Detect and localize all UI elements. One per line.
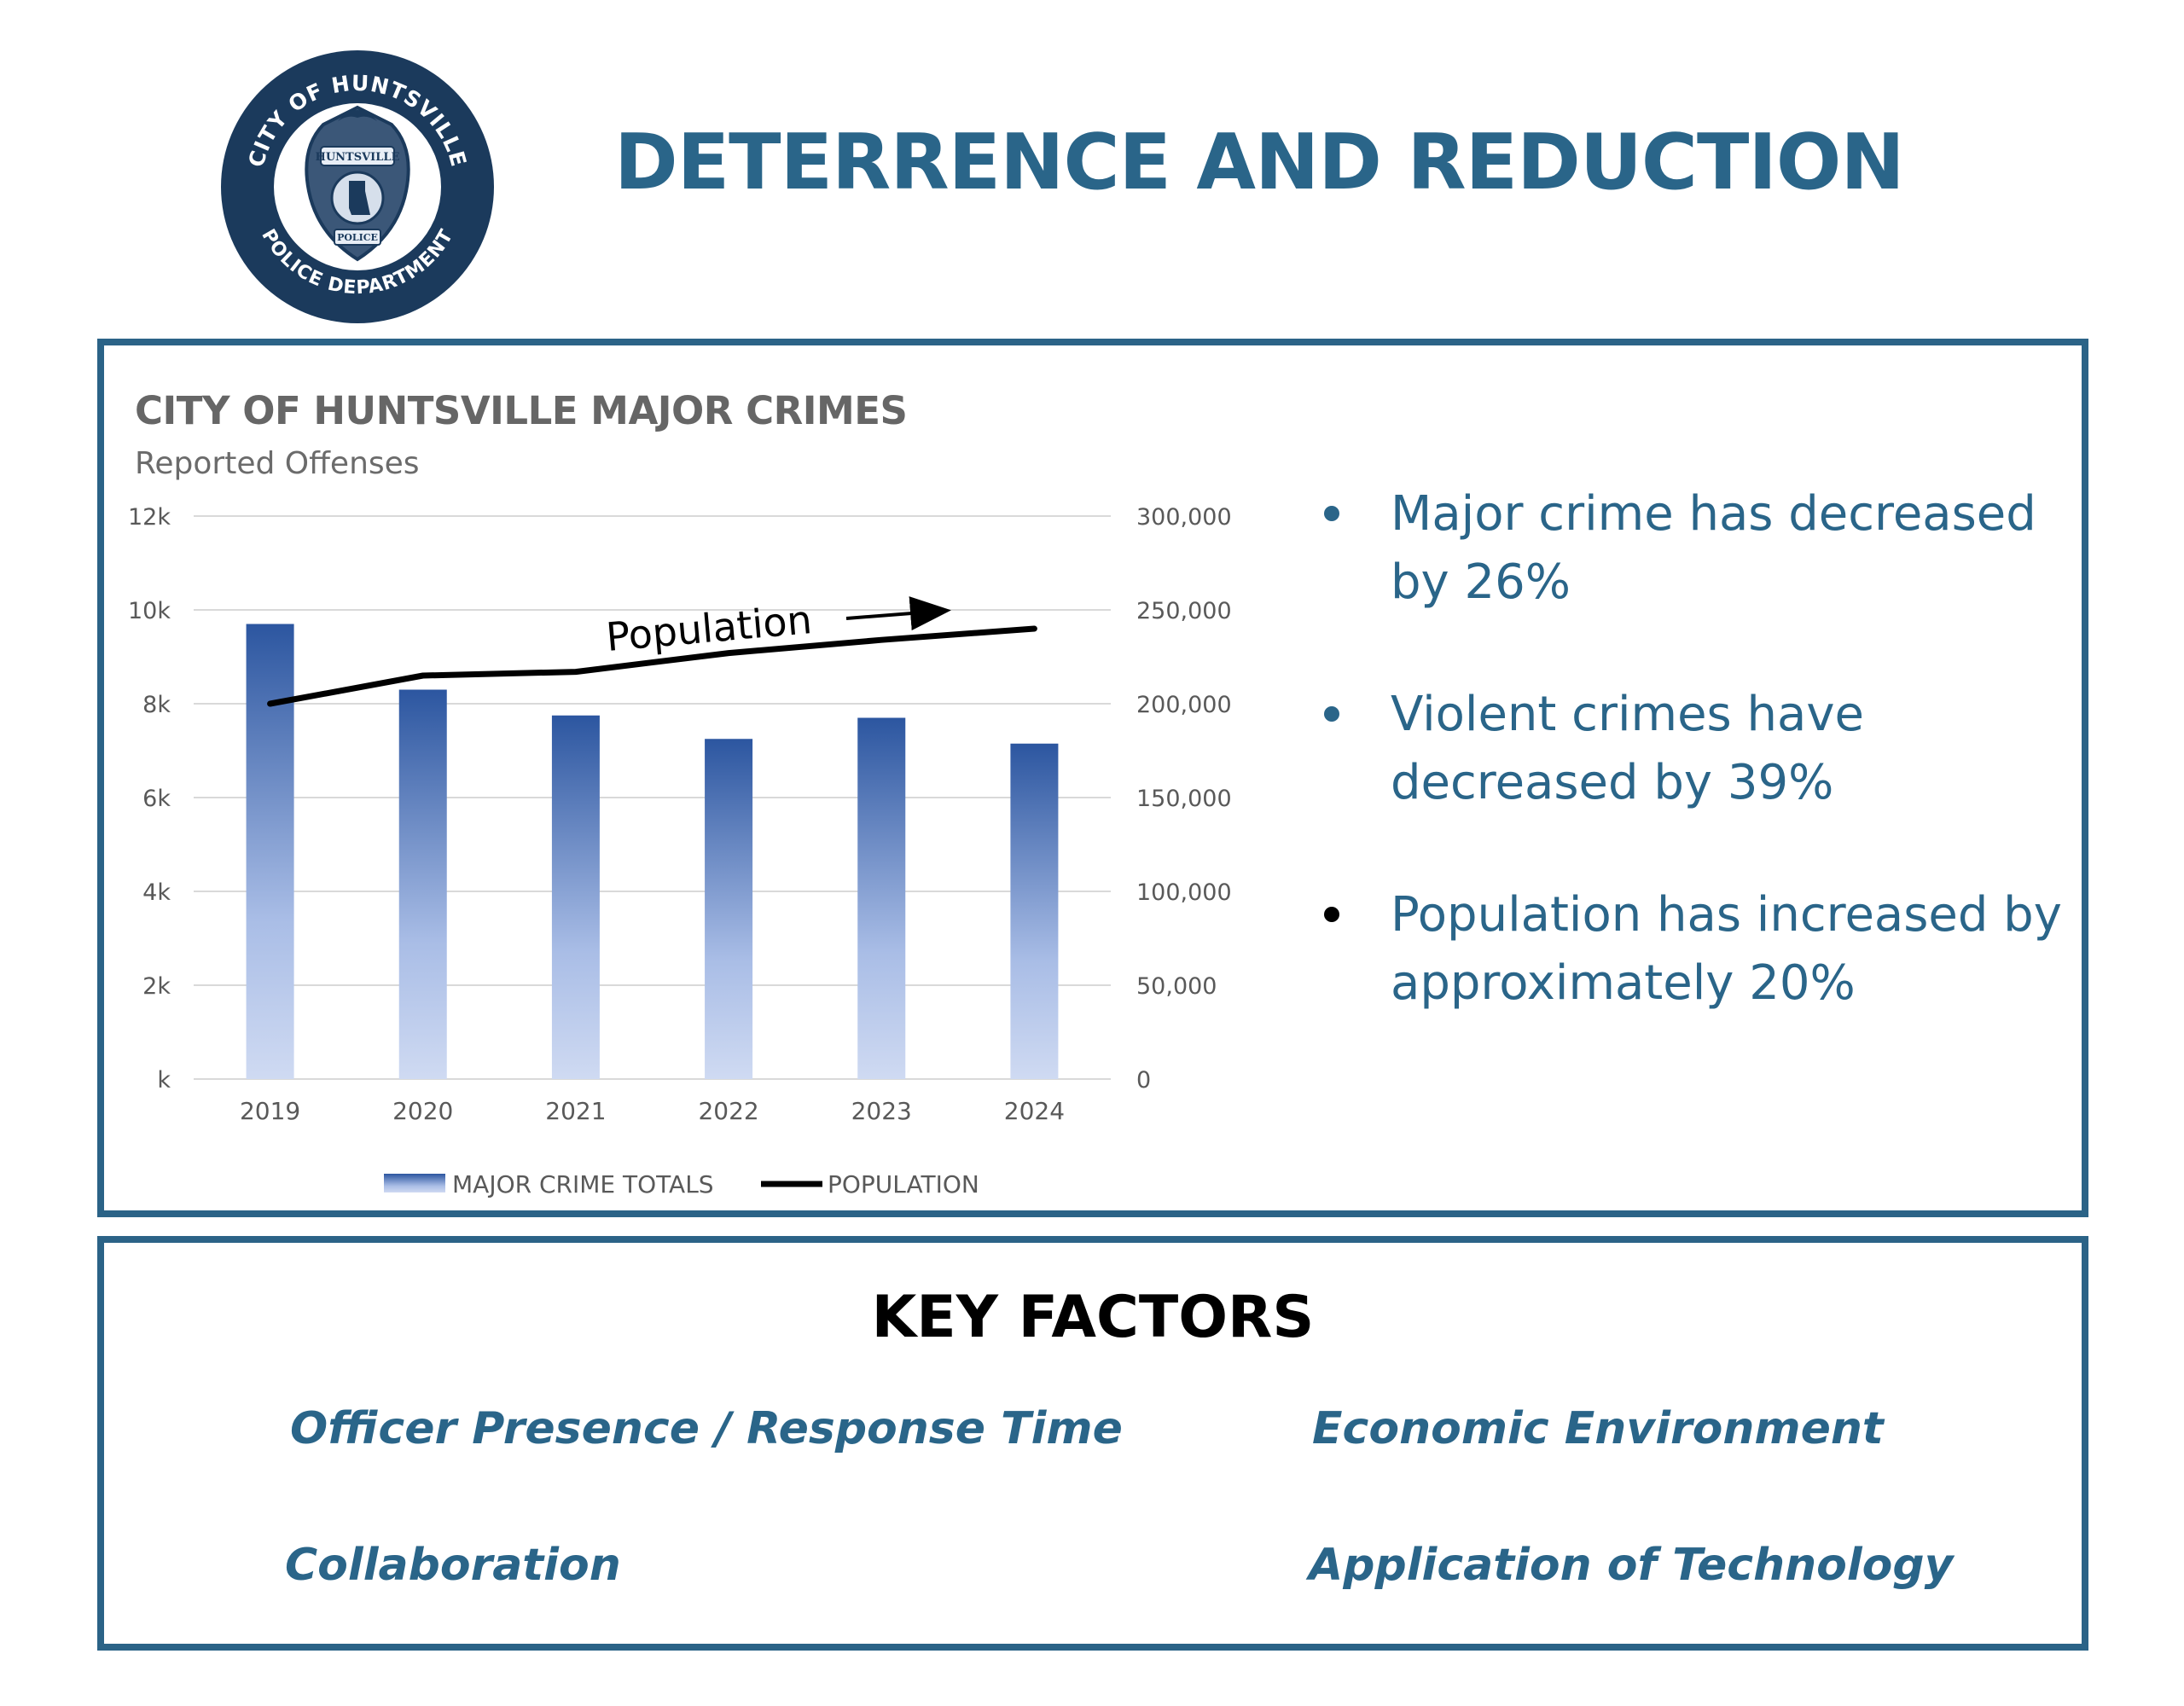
bullet-item: Violent crimes have decreased by 39% (1300, 681, 2068, 817)
legend-label: MAJOR CRIME TOTALS (452, 1170, 714, 1198)
y-left-tick-label: 2k (142, 973, 171, 1000)
bar (705, 739, 753, 1079)
chart-panel: CITY OF HUNTSVILLE MAJOR CRIMES Reported… (97, 339, 2088, 1217)
key-factors-title: KEY FACTORS (871, 1284, 1315, 1351)
bar (1010, 743, 1059, 1079)
bullet-item: Population has increased by approximatel… (1300, 881, 2068, 1018)
major-crimes-chart: k 2k 4k 6k 8k 10k 12k 0 50,000 100,000 150,000 200… (128, 504, 1232, 1198)
x-tick-label: 2020 (392, 1097, 453, 1125)
bullet-dot-icon (1324, 506, 1339, 521)
y-right-tick-label: 300,000 (1136, 504, 1232, 531)
svg-text:POLICE: POLICE (337, 232, 378, 243)
chart-bars (246, 624, 1059, 1079)
x-tick-label: 2019 (240, 1097, 300, 1125)
x-tick-label: 2021 (545, 1097, 606, 1125)
summary-bullets: Major crime has decreased by 26% Violent… (1300, 480, 2068, 1082)
x-tick-label: 2023 (851, 1097, 912, 1125)
chart-subtitle: Reported Offenses (135, 446, 420, 481)
key-factor-item: Economic Environment (1312, 1403, 1884, 1454)
population-line (267, 625, 1037, 707)
key-factor-item: Officer Presence / Response Time (290, 1403, 1123, 1454)
y-left-tick-label: 8k (142, 692, 171, 718)
chart-legend: MAJOR CRIME TOTALS POPULATION (384, 1170, 979, 1198)
y-left-tick-label: 10k (128, 598, 171, 624)
y-left-tick-label: 4k (142, 879, 171, 906)
annotation-arrow (845, 596, 951, 631)
key-factor-item: Collaboration (285, 1540, 621, 1591)
badge-icon: HUNTSVILLE POLICE (305, 105, 410, 262)
bar (551, 715, 600, 1079)
bullet-dot-icon (1324, 907, 1339, 922)
bar (857, 717, 906, 1079)
bar (246, 624, 294, 1079)
y-left-tick-label: 12k (128, 504, 171, 531)
y-right-tick-label: 250,000 (1136, 598, 1232, 624)
x-tick-label: 2024 (1004, 1097, 1065, 1125)
legend-label: POPULATION (828, 1170, 979, 1198)
chart-x-axis: 2019 2020 2021 2022 2023 2024 (240, 1097, 1065, 1125)
chart-title: CITY OF HUNTSVILLE MAJOR CRIMES (135, 388, 908, 433)
y-left-tick-label: k (157, 1067, 171, 1094)
chart-right-axis: 0 50,000 100,000 150,000 200,000 250,000 300,0… (1136, 504, 1232, 1094)
police-department-seal-logo: CITY OF HUNTSVILLE POLICE DEPARTMENT HUN… (221, 50, 494, 323)
y-right-tick-label: 50,000 (1136, 973, 1217, 1000)
bar (398, 689, 447, 1079)
bullet-item: Major crime has decreased by 26% (1300, 480, 2068, 617)
bullet-dot-icon (1324, 706, 1339, 722)
x-tick-label: 2022 (698, 1097, 758, 1125)
chart-left-axis: k 2k 4k 6k 8k 10k 12k (128, 504, 171, 1094)
y-right-tick-label: 200,000 (1136, 692, 1232, 718)
page-title: DETERRENCE AND REDUCTION (614, 118, 1905, 207)
legend-swatch-bars (384, 1174, 445, 1192)
svg-text:HUNTSVILLE: HUNTSVILLE (316, 151, 400, 164)
y-left-tick-label: 6k (142, 786, 171, 812)
y-right-tick-label: 150,000 (1136, 786, 1232, 812)
chart-population-line (267, 625, 1037, 707)
key-factors-panel: KEY FACTORS Officer Presence / Response … (97, 1236, 2088, 1651)
y-right-tick-label: 0 (1136, 1067, 1151, 1094)
chart-gridlines (194, 515, 1111, 1080)
y-right-tick-label: 100,000 (1136, 879, 1232, 906)
key-factor-item: Application of Technology (1309, 1540, 1954, 1591)
